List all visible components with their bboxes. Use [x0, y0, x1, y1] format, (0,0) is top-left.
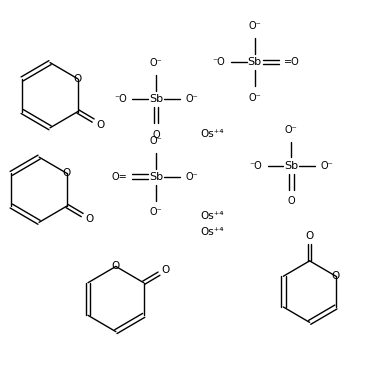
Text: =O: =O — [284, 57, 300, 67]
Text: Sb: Sb — [284, 161, 298, 171]
Text: O⁻: O⁻ — [285, 125, 298, 135]
Text: O⁻: O⁻ — [150, 208, 163, 218]
Text: O: O — [305, 231, 314, 241]
Text: Sb: Sb — [149, 172, 163, 182]
Text: O: O — [96, 120, 104, 130]
Text: O⁻: O⁻ — [248, 21, 261, 31]
Text: O=: O= — [111, 172, 127, 182]
Text: Sb: Sb — [149, 94, 163, 104]
Text: O: O — [63, 169, 71, 179]
Text: O⁻: O⁻ — [321, 161, 333, 171]
Text: O⁻: O⁻ — [150, 136, 163, 146]
Text: O: O — [162, 264, 170, 275]
Text: ⁻O: ⁻O — [249, 161, 262, 171]
Text: O⁻: O⁻ — [185, 94, 198, 104]
Text: Os⁺⁴: Os⁺⁴ — [200, 227, 224, 237]
Text: O: O — [152, 130, 160, 140]
Text: ⁻O: ⁻O — [114, 94, 127, 104]
Text: O: O — [332, 271, 340, 281]
Text: O: O — [112, 262, 120, 272]
Text: O⁻: O⁻ — [150, 58, 163, 68]
Text: O: O — [287, 196, 295, 206]
Text: O: O — [74, 74, 82, 84]
Text: O: O — [85, 214, 93, 224]
Text: Os⁺⁴: Os⁺⁴ — [200, 211, 224, 221]
Text: O⁻: O⁻ — [248, 93, 261, 103]
Text: ⁻O: ⁻O — [213, 57, 226, 67]
Text: O⁻: O⁻ — [185, 172, 198, 182]
Text: Os⁺⁴: Os⁺⁴ — [200, 129, 224, 139]
Text: Sb: Sb — [248, 57, 262, 67]
